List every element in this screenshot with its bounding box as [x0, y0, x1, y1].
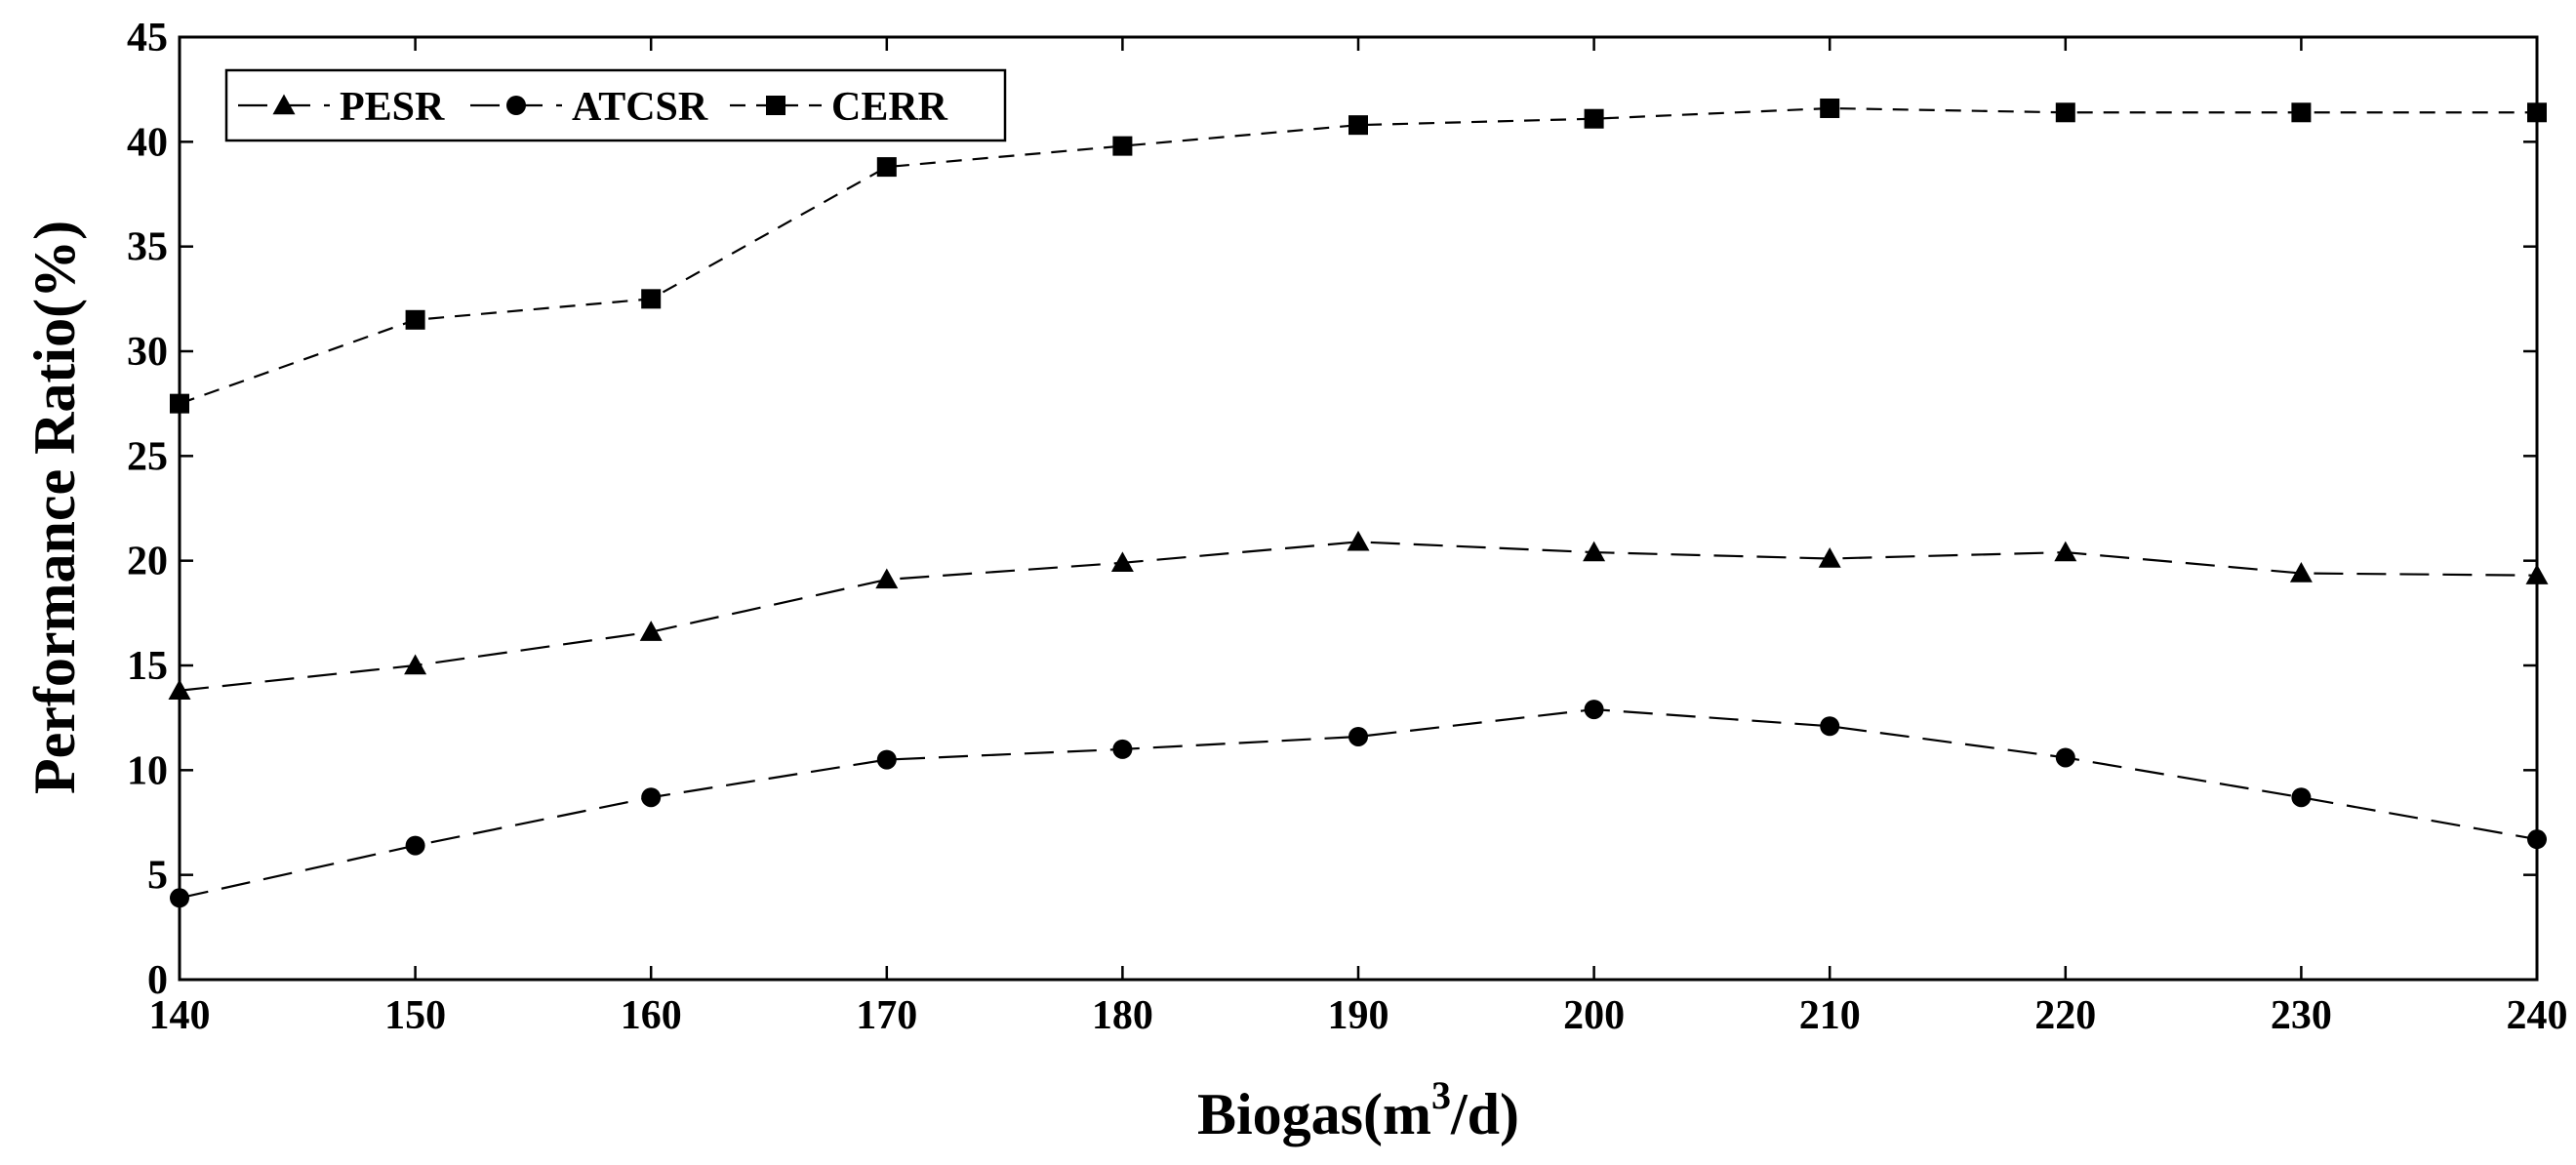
y-tick-label: 20 — [127, 540, 168, 584]
y-tick-label: 0 — [147, 958, 168, 1003]
point-atcsr-140 — [170, 888, 189, 908]
x-tick-label: 210 — [1799, 993, 1861, 1038]
point-pesr-190 — [1347, 530, 1370, 551]
point-atcsr-190 — [1348, 726, 1368, 746]
y-tick-label: 45 — [127, 16, 168, 60]
point-cerr-180 — [1112, 136, 1133, 156]
x-axis-title-suffix: /d) — [1450, 1082, 1519, 1146]
x-tick-label: 190 — [1328, 993, 1389, 1038]
point-cerr-200 — [1584, 108, 1604, 129]
legend-marker-atcsr — [506, 96, 526, 115]
series-layer — [168, 98, 2549, 908]
point-cerr-140 — [170, 393, 189, 414]
point-pesr-160 — [639, 621, 663, 641]
x-tick-label: 230 — [2271, 993, 2332, 1038]
x-tick-label: 180 — [1092, 993, 1153, 1038]
x-axis-title-main: Biogas(m — [1197, 1082, 1431, 1146]
point-atcsr-240 — [2527, 829, 2547, 850]
series-cerr — [170, 98, 2547, 414]
y-axis: 0 5 10 15 20 25 30 35 40 45 — [127, 16, 2537, 1003]
x-tick-label: 220 — [2034, 993, 2096, 1038]
y-tick-label: 10 — [127, 748, 168, 793]
point-atcsr-200 — [1584, 700, 1604, 720]
point-pesr-210 — [1818, 547, 1841, 568]
x-tick-label: 170 — [856, 993, 917, 1038]
point-atcsr-220 — [2055, 747, 2075, 768]
point-cerr-170 — [876, 157, 897, 178]
point-cerr-240 — [2527, 102, 2547, 123]
x-axis-title: Biogas(m3/d) — [1197, 1073, 1519, 1146]
point-pesr-230 — [2289, 562, 2313, 582]
series-pesr-line — [179, 541, 2538, 692]
series-pesr — [168, 530, 2549, 700]
point-atcsr-210 — [1820, 716, 1840, 737]
x-tick-label: 160 — [621, 993, 682, 1038]
x-tick-label: 140 — [149, 993, 211, 1038]
point-cerr-220 — [2055, 102, 2075, 123]
point-pesr-220 — [2054, 541, 2077, 562]
point-pesr-180 — [1110, 551, 1134, 573]
y-axis-title: Performance Ratio(%) — [22, 221, 87, 794]
point-cerr-230 — [2291, 102, 2312, 123]
y-tick-label: 25 — [127, 434, 168, 479]
point-cerr-160 — [641, 289, 662, 309]
y-tick-label: 30 — [127, 330, 168, 375]
x-axis: 140 150 160 170 180 190 200 210 220 230 240 — [149, 37, 2568, 1038]
point-cerr-150 — [405, 309, 425, 330]
legend-label-cerr: CERR — [831, 85, 948, 130]
y-tick-label: 35 — [127, 225, 168, 270]
legend-marker-cerr — [766, 96, 785, 115]
y-tick-label: 5 — [147, 854, 168, 899]
point-cerr-210 — [1820, 98, 1840, 118]
y-tick-label: 15 — [127, 644, 168, 689]
point-atcsr-160 — [641, 787, 662, 808]
legend-label-atcsr: ATCSR — [572, 85, 708, 130]
series-atcsr — [170, 700, 2547, 908]
x-tick-label: 150 — [384, 993, 446, 1038]
point-atcsr-170 — [876, 749, 897, 770]
series-cerr-line — [179, 106, 2537, 405]
legend: PESR ATCSR CERR — [224, 68, 1007, 142]
point-atcsr-150 — [405, 835, 425, 856]
x-axis-title-superscript: 3 — [1431, 1073, 1451, 1117]
point-atcsr-180 — [1112, 739, 1133, 759]
point-cerr-190 — [1348, 115, 1368, 136]
point-atcsr-230 — [2291, 787, 2312, 808]
point-pesr-240 — [2525, 564, 2549, 584]
x-tick-label: 240 — [2507, 993, 2568, 1038]
x-tick-label: 200 — [1563, 993, 1625, 1038]
legend-marker-pesr — [272, 94, 296, 115]
series-atcsr-line — [179, 707, 2538, 900]
point-pesr-170 — [875, 568, 899, 589]
legend-label-pesr: PESR — [340, 85, 445, 130]
point-pesr-140 — [168, 679, 191, 700]
plot-frame — [178, 35, 2539, 982]
y-tick-label: 40 — [127, 120, 168, 165]
point-pesr-150 — [404, 654, 427, 675]
legend-box — [224, 68, 1007, 142]
point-pesr-200 — [1583, 541, 1606, 562]
